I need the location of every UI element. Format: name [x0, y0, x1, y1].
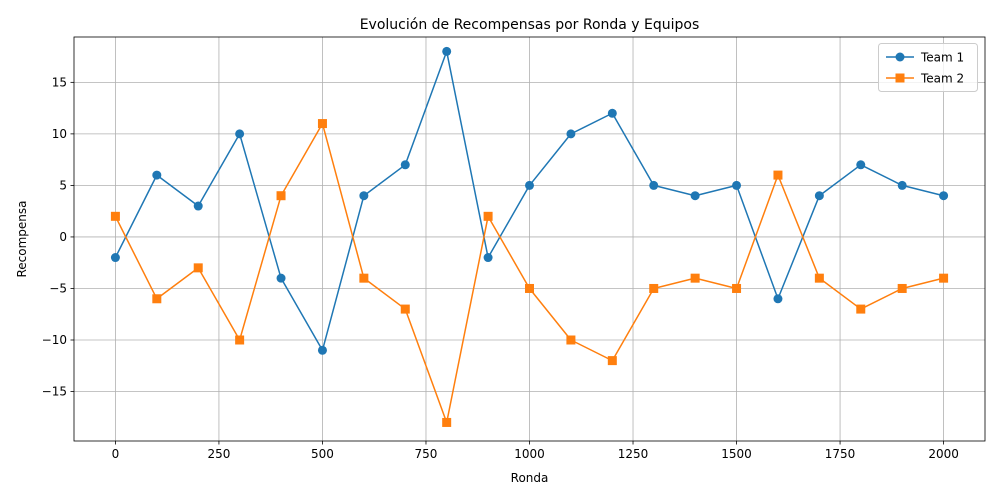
legend: Team 1 Team 2: [878, 43, 978, 92]
team-2-point: [856, 304, 866, 314]
y-tick-label: 0: [59, 230, 67, 244]
team-1-point: [525, 180, 534, 190]
team-1-point: [235, 129, 245, 139]
team-1-point: [442, 46, 452, 56]
x-tick-label: 1500: [721, 447, 752, 461]
team-2-point: [690, 273, 700, 283]
y-axis: −15 −10 −5 0 5 10 15: [42, 75, 74, 399]
team-2-point: [193, 263, 203, 273]
y-tick-label: 15: [52, 75, 67, 89]
team-1-point: [814, 191, 824, 201]
team-1-point: [359, 191, 369, 201]
y-tick-label: 5: [59, 178, 67, 192]
team-2-point: [897, 283, 907, 293]
team-2-point: [525, 283, 534, 293]
team-1-point: [193, 201, 203, 211]
team-2-point: [276, 191, 286, 201]
team-1-point: [483, 253, 493, 263]
team-2-point: [110, 211, 120, 221]
team-1-point: [152, 170, 162, 180]
x-tick-label: 2000: [928, 447, 959, 461]
team-1-point: [732, 180, 742, 190]
team-1-point: [856, 160, 866, 170]
team-1-point: [607, 108, 617, 118]
legend-team-1-marker: [895, 52, 905, 62]
team-1-point: [110, 253, 120, 263]
team-2-point: [649, 283, 659, 293]
team-1-point: [317, 345, 327, 355]
chart-title: Evolución de Recompensas por Ronda y Equ…: [360, 17, 700, 33]
y-tick-label: −15: [42, 385, 67, 399]
team-2-point: [152, 294, 162, 304]
team-2-point: [732, 283, 742, 293]
team-2-point: [359, 273, 369, 283]
x-tick-label: 250: [207, 447, 230, 461]
team-1-point: [566, 129, 576, 139]
team-2-point: [442, 417, 452, 427]
y-tick-label: −5: [49, 281, 67, 295]
team-1-point: [649, 180, 659, 190]
team-2-point: [773, 170, 783, 180]
x-tick-label: 1750: [825, 447, 856, 461]
team-1-point: [897, 180, 907, 190]
x-axis-title: Ronda: [511, 471, 549, 485]
team-1-point: [276, 273, 286, 283]
team-2-point: [607, 356, 617, 366]
x-tick-label: 0: [112, 447, 120, 461]
team-2-point: [814, 273, 824, 283]
y-tick-label: −10: [42, 333, 67, 347]
team-2-point: [400, 304, 410, 314]
x-tick-label: 1000: [514, 447, 545, 461]
x-tick-label: 750: [415, 447, 438, 461]
team-1-point: [400, 160, 410, 170]
team-1-point: [773, 294, 783, 304]
series-layer: [110, 46, 949, 427]
x-tick-label: 1250: [618, 447, 649, 461]
y-tick-label: 10: [52, 127, 67, 141]
team-2-point: [235, 335, 245, 345]
team-2-point: [566, 335, 576, 345]
team-1-point: [690, 191, 700, 201]
x-axis: 0 250 500 750 1000 1250 1500 1750 2000: [112, 441, 959, 461]
team-2-point: [317, 119, 327, 129]
team-2-point: [483, 211, 493, 221]
legend-team-2-marker: [895, 73, 905, 83]
y-axis-title: Recompensa: [15, 200, 29, 277]
team-1-point: [939, 191, 949, 201]
team-2-point: [939, 273, 949, 283]
legend-team-1-label: Team 1: [920, 51, 964, 65]
x-tick-label: 500: [311, 447, 334, 461]
grid: [74, 37, 985, 441]
legend-team-2-label: Team 2: [920, 72, 964, 86]
